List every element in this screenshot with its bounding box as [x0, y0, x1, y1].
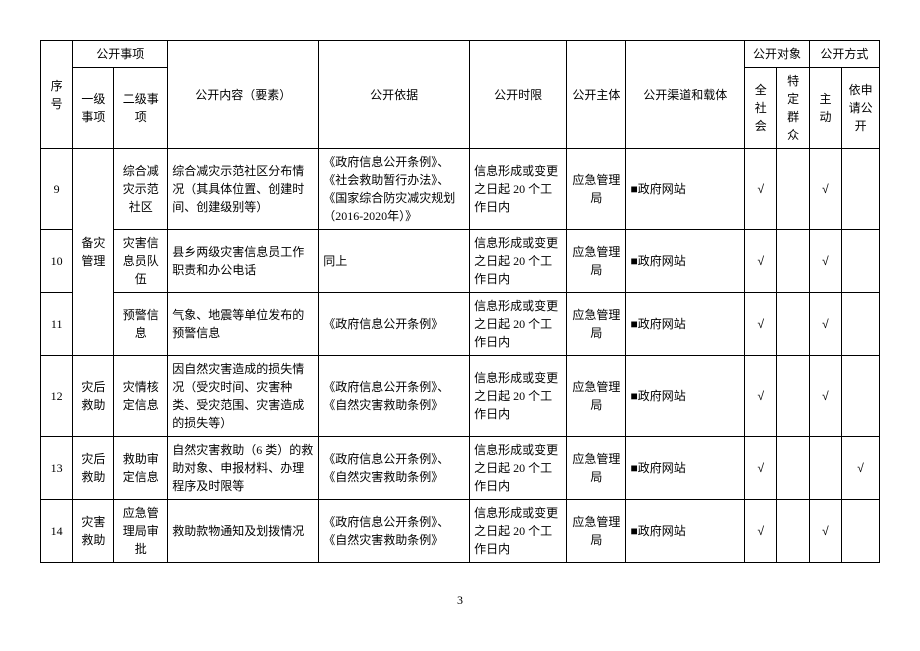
cell-active: √	[809, 356, 841, 437]
cell-basis: 《政府信息公开条例》、《自然灾害救助条例》	[319, 500, 470, 563]
cell-request	[842, 356, 880, 437]
cell-content: 综合减灾示范社区分布情况（其具体位置、创建时间、创建级别等）	[168, 149, 319, 230]
cell-active	[809, 437, 841, 500]
table-row: 10 灾害信息员队伍县乡两级灾害信息员工作职责和办公电话同上信息形成或变更之日起 …	[41, 230, 880, 293]
header-level1: 一级事项	[73, 68, 114, 149]
cell-content: 救助款物通知及划拨情况	[168, 500, 319, 563]
cell-specific	[777, 230, 809, 293]
cell-level1: 灾后救助	[73, 437, 114, 500]
page-number: 3	[40, 593, 880, 608]
cell-request	[842, 293, 880, 356]
cell-subject: 应急管理局	[567, 293, 626, 356]
cell-subject: 应急管理局	[567, 149, 626, 230]
cell-seq: 11	[41, 293, 73, 356]
header-subject: 公开主体	[567, 41, 626, 149]
cell-content: 自然灾害救助（6 类）的救助对象、申报材料、办理程序及时限等	[168, 437, 319, 500]
cell-whole: √	[745, 293, 777, 356]
cell-content: 县乡两级灾害信息员工作职责和办公电话	[168, 230, 319, 293]
cell-basis: 同上	[319, 230, 470, 293]
cell-request: √	[842, 437, 880, 500]
cell-basis: 《政府信息公开条例》、《社会救助暂行办法》、《国家综合防灾减灾规划（2016-2…	[319, 149, 470, 230]
header-target: 公开对象	[745, 41, 810, 68]
header-disclosure-item: 公开事项	[73, 41, 168, 68]
header-timelimit: 公开时限	[470, 41, 567, 149]
cell-channel: ■政府网站	[626, 230, 745, 293]
header-method-active: 主动	[809, 68, 841, 149]
header-seq: 序号	[41, 41, 73, 149]
cell-specific	[777, 437, 809, 500]
cell-content: 气象、地震等单位发布的预警信息	[168, 293, 319, 356]
cell-seq: 12	[41, 356, 73, 437]
cell-active: √	[809, 230, 841, 293]
cell-content: 因自然灾害造成的损失情况（受灾时间、灾害种类、受灾范围、灾害造成的损失等）	[168, 356, 319, 437]
cell-seq: 13	[41, 437, 73, 500]
cell-whole: √	[745, 149, 777, 230]
table-row: 12灾后救助灾情核定信息因自然灾害造成的损失情况（受灾时间、灾害种类、受灾范围、…	[41, 356, 880, 437]
cell-level2: 救助审定信息	[114, 437, 168, 500]
cell-timelimit: 信息形成或变更之日起 20 个工作日内	[470, 437, 567, 500]
cell-subject: 应急管理局	[567, 356, 626, 437]
cell-basis: 《政府信息公开条例》	[319, 293, 470, 356]
header-method-request: 依申请公开	[842, 68, 880, 149]
cell-level2: 灾情核定信息	[114, 356, 168, 437]
cell-active: √	[809, 293, 841, 356]
header-channel: 公开渠道和载体	[626, 41, 745, 149]
cell-level1: 灾害救助	[73, 500, 114, 563]
header-method: 公开方式	[809, 41, 879, 68]
table-row: 9备灾管理综合减灾示范社区综合减灾示范社区分布情况（其具体位置、创建时间、创建级…	[41, 149, 880, 230]
table-header: 序号 公开事项 公开内容（要素） 公开依据 公开时限 公开主体 公开渠道和载体 …	[41, 41, 880, 149]
header-level2: 二级事项	[114, 68, 168, 149]
cell-request	[842, 149, 880, 230]
cell-timelimit: 信息形成或变更之日起 20 个工作日内	[470, 500, 567, 563]
table-body: 9备灾管理综合减灾示范社区综合减灾示范社区分布情况（其具体位置、创建时间、创建级…	[41, 149, 880, 563]
cell-channel: ■政府网站	[626, 500, 745, 563]
cell-request	[842, 230, 880, 293]
header-target-whole: 全社会	[745, 68, 777, 149]
cell-specific	[777, 356, 809, 437]
cell-whole: √	[745, 437, 777, 500]
cell-subject: 应急管理局	[567, 437, 626, 500]
cell-specific	[777, 500, 809, 563]
cell-subject: 应急管理局	[567, 230, 626, 293]
cell-level1: 灾后救助	[73, 356, 114, 437]
cell-level1: 备灾管理	[73, 149, 114, 356]
cell-whole: √	[745, 230, 777, 293]
cell-seq: 14	[41, 500, 73, 563]
cell-level2: 应急管理局审批	[114, 500, 168, 563]
cell-subject: 应急管理局	[567, 500, 626, 563]
cell-request	[842, 500, 880, 563]
header-content: 公开内容（要素）	[168, 41, 319, 149]
cell-basis: 《政府信息公开条例》、《自然灾害救助条例》	[319, 437, 470, 500]
cell-basis: 《政府信息公开条例》、《自然灾害救助条例》	[319, 356, 470, 437]
cell-timelimit: 信息形成或变更之日起 20 个工作日内	[470, 293, 567, 356]
table-row: 14灾害救助应急管理局审批救助款物通知及划拨情况《政府信息公开条例》、《自然灾害…	[41, 500, 880, 563]
cell-specific	[777, 149, 809, 230]
cell-level2: 综合减灾示范社区	[114, 149, 168, 230]
cell-whole: √	[745, 500, 777, 563]
cell-seq: 9	[41, 149, 73, 230]
cell-active: √	[809, 149, 841, 230]
cell-whole: √	[745, 356, 777, 437]
cell-channel: ■政府网站	[626, 149, 745, 230]
cell-active: √	[809, 500, 841, 563]
cell-timelimit: 信息形成或变更之日起 20 个工作日内	[470, 149, 567, 230]
cell-seq: 10	[41, 230, 73, 293]
disclosure-table: 序号 公开事项 公开内容（要素） 公开依据 公开时限 公开主体 公开渠道和载体 …	[40, 40, 880, 563]
table-row: 13灾后救助救助审定信息自然灾害救助（6 类）的救助对象、申报材料、办理程序及时…	[41, 437, 880, 500]
header-basis: 公开依据	[319, 41, 470, 149]
cell-specific	[777, 293, 809, 356]
cell-level2: 预警信息	[114, 293, 168, 356]
cell-level2: 灾害信息员队伍	[114, 230, 168, 293]
cell-channel: ■政府网站	[626, 293, 745, 356]
cell-timelimit: 信息形成或变更之日起 20 个工作日内	[470, 230, 567, 293]
table-row: 11 预警信息气象、地震等单位发布的预警信息《政府信息公开条例》信息形成或变更之日…	[41, 293, 880, 356]
cell-channel: ■政府网站	[626, 437, 745, 500]
cell-channel: ■政府网站	[626, 356, 745, 437]
header-target-specific: 特定群众	[777, 68, 809, 149]
cell-timelimit: 信息形成或变更之日起 20 个工作日内	[470, 356, 567, 437]
